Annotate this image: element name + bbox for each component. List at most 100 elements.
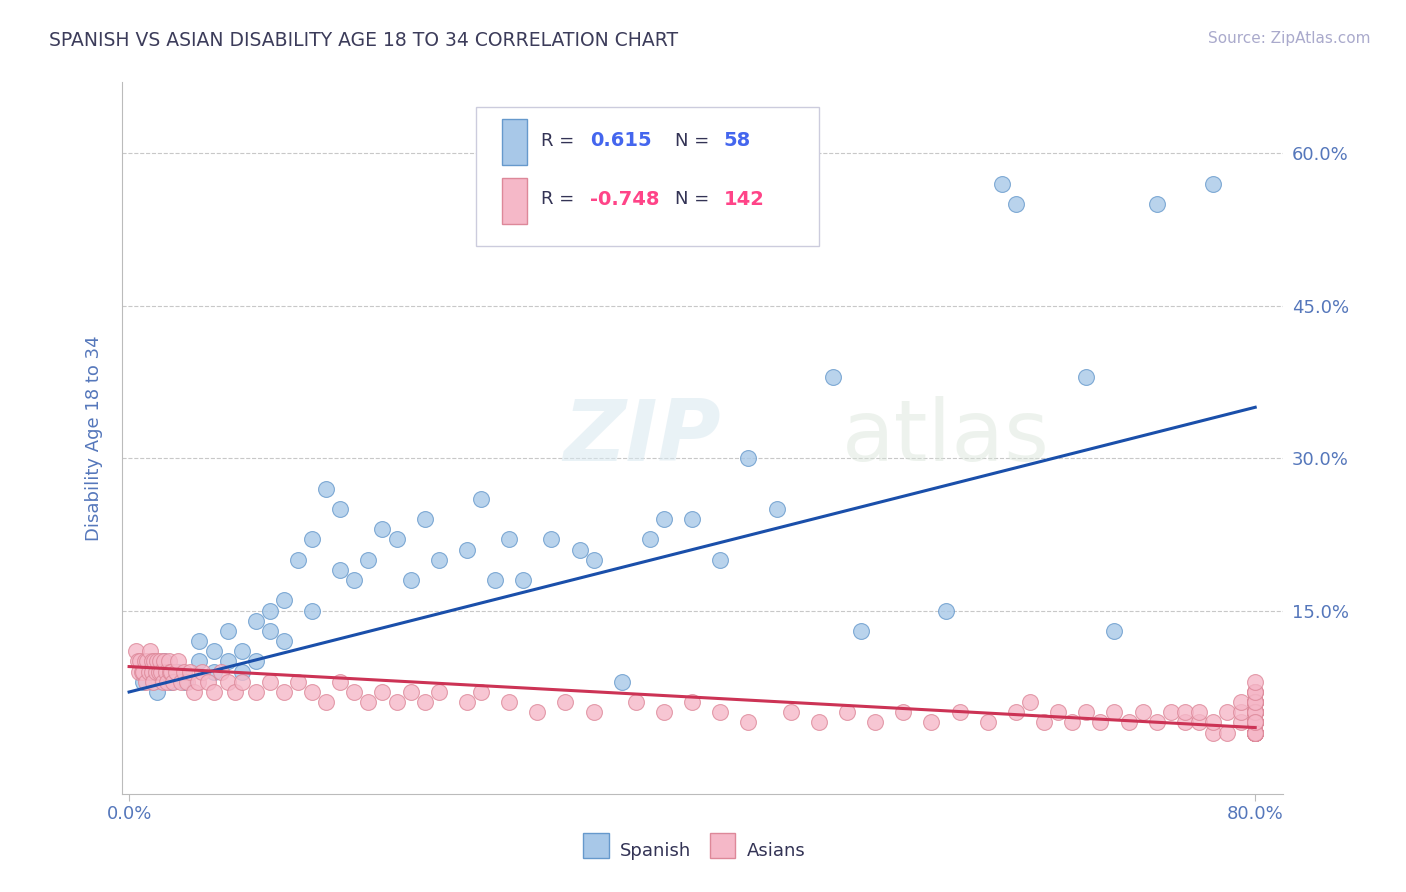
Point — [1216, 706, 1239, 720]
Point — [259, 624, 281, 638]
Text: 142: 142 — [724, 190, 765, 209]
Text: atlas: atlas — [842, 396, 1050, 479]
Point — [167, 665, 190, 679]
Point — [638, 533, 661, 547]
Point — [512, 573, 534, 587]
Point — [610, 674, 633, 689]
Point — [582, 706, 605, 720]
Point — [399, 573, 422, 587]
Point — [1244, 695, 1267, 709]
Point — [245, 655, 267, 669]
Point — [1244, 706, 1267, 720]
Point — [1202, 715, 1225, 730]
Point — [202, 685, 225, 699]
Point — [153, 655, 176, 669]
Point — [413, 695, 436, 709]
Point — [1244, 715, 1267, 730]
Point — [1076, 706, 1098, 720]
Point — [259, 674, 281, 689]
Point — [1244, 695, 1267, 709]
Point — [1005, 706, 1028, 720]
Point — [385, 533, 408, 547]
Point — [1244, 706, 1267, 720]
Point — [456, 695, 478, 709]
Point — [498, 695, 520, 709]
Point — [343, 573, 366, 587]
Text: SPANISH VS ASIAN DISABILITY AGE 18 TO 34 CORRELATION CHART: SPANISH VS ASIAN DISABILITY AGE 18 TO 34… — [49, 31, 678, 50]
Text: Source: ZipAtlas.com: Source: ZipAtlas.com — [1208, 31, 1371, 46]
Point — [413, 512, 436, 526]
Text: ZIP: ZIP — [564, 396, 721, 479]
Point — [173, 665, 195, 679]
Point — [681, 695, 703, 709]
Point — [779, 706, 801, 720]
Point — [134, 655, 156, 669]
Point — [357, 553, 380, 567]
Point — [1244, 685, 1267, 699]
Point — [652, 512, 675, 526]
Point — [156, 674, 179, 689]
Point — [273, 634, 295, 648]
Point — [1244, 725, 1267, 739]
Point — [135, 674, 157, 689]
Point — [934, 604, 956, 618]
Text: R =: R = — [541, 132, 581, 150]
Y-axis label: Disability Age 18 to 34: Disability Age 18 to 34 — [86, 335, 103, 541]
Point — [174, 674, 197, 689]
Point — [891, 706, 914, 720]
Point — [977, 715, 1000, 730]
Point — [143, 655, 166, 669]
Point — [807, 715, 830, 730]
Point — [652, 706, 675, 720]
Point — [245, 685, 267, 699]
Point — [1244, 715, 1267, 730]
Point — [1244, 685, 1267, 699]
Point — [681, 512, 703, 526]
Point — [139, 665, 162, 679]
Point — [217, 655, 239, 669]
Text: 58: 58 — [724, 131, 751, 151]
Point — [1230, 715, 1253, 730]
Text: Asians: Asians — [747, 842, 806, 860]
Point — [1230, 695, 1253, 709]
Point — [160, 674, 183, 689]
Point — [146, 685, 169, 699]
Point — [179, 665, 201, 679]
Point — [1244, 715, 1267, 730]
Point — [1174, 706, 1197, 720]
Point — [357, 695, 380, 709]
Point — [191, 665, 214, 679]
Point — [1244, 706, 1267, 720]
Point — [1244, 725, 1267, 739]
Text: Spanish: Spanish — [620, 842, 692, 860]
Point — [1244, 695, 1267, 709]
Point — [141, 655, 163, 669]
Point — [1146, 197, 1168, 211]
Point — [1244, 725, 1267, 739]
Point — [371, 685, 394, 699]
Text: 0.615: 0.615 — [591, 131, 652, 151]
Text: N =: N = — [675, 190, 714, 209]
Point — [863, 715, 886, 730]
Text: R =: R = — [541, 190, 581, 209]
Point — [165, 665, 187, 679]
Point — [1047, 706, 1070, 720]
Point — [1244, 706, 1267, 720]
Point — [484, 573, 506, 587]
Point — [209, 665, 232, 679]
Point — [1244, 725, 1267, 739]
Point — [1244, 725, 1267, 739]
Point — [138, 665, 160, 679]
Point — [146, 655, 169, 669]
Point — [1244, 715, 1267, 730]
Point — [1244, 695, 1267, 709]
Point — [301, 533, 323, 547]
Point — [1132, 706, 1154, 720]
Point — [287, 674, 309, 689]
Point — [259, 604, 281, 618]
Point — [127, 655, 149, 669]
Point — [849, 624, 872, 638]
Point — [273, 685, 295, 699]
Point — [949, 706, 972, 720]
Point — [128, 665, 150, 679]
